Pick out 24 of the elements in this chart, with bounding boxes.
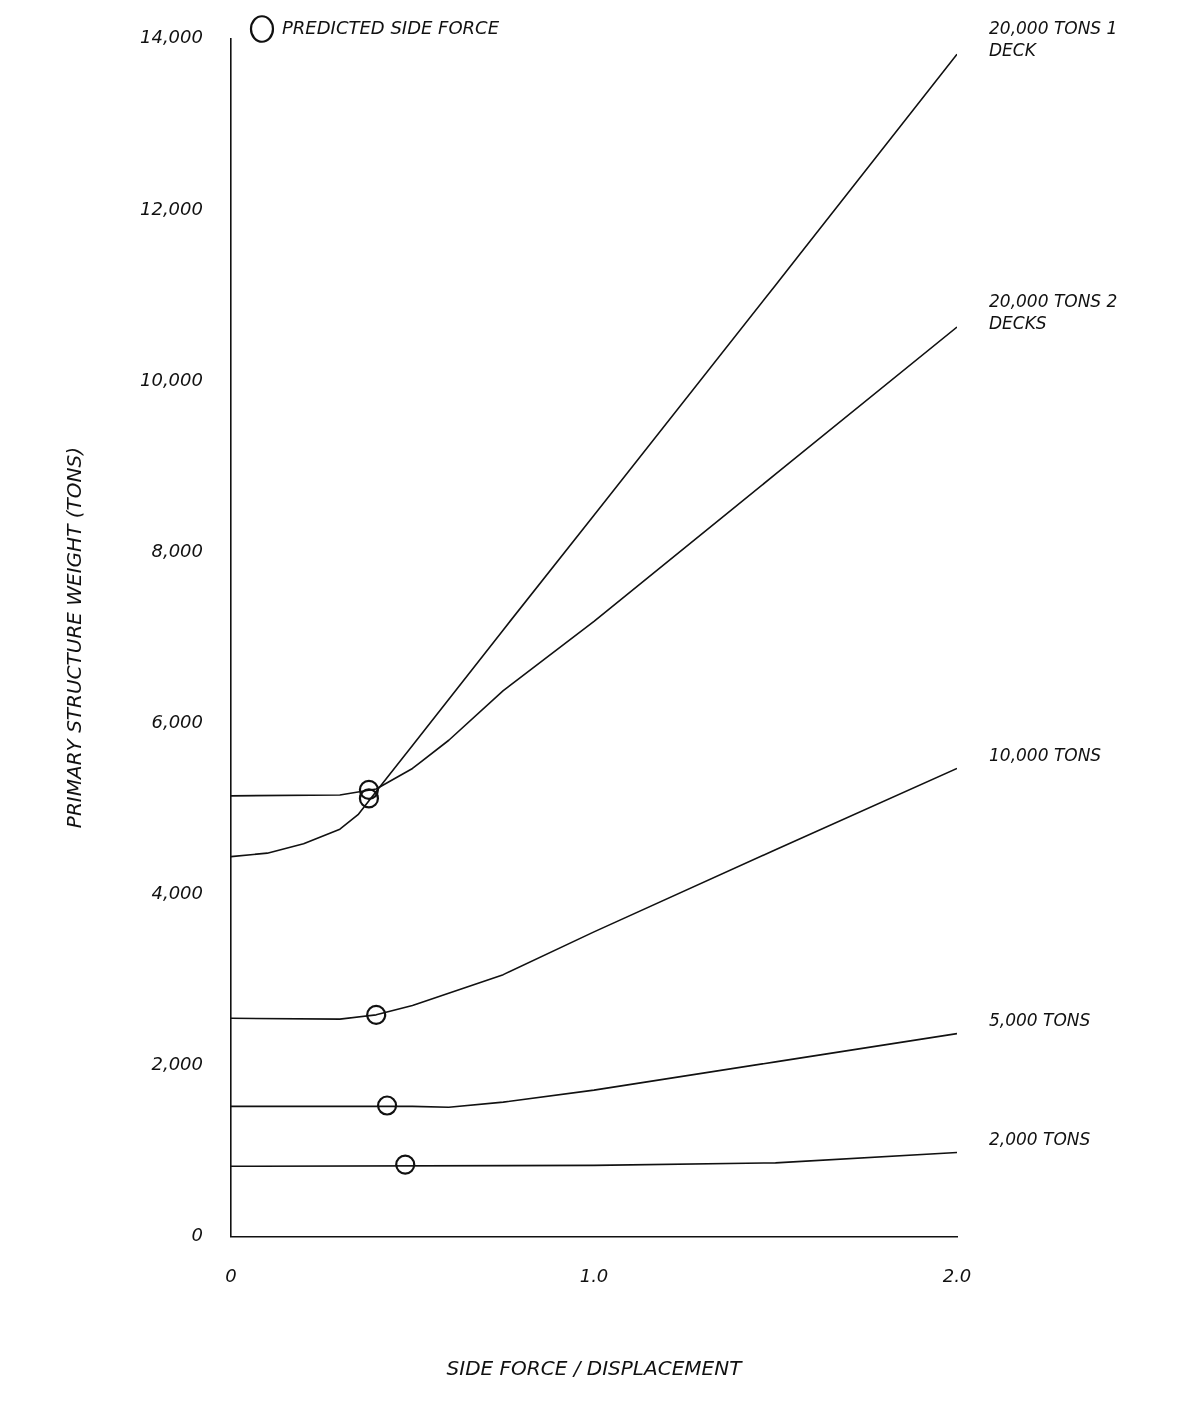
point: [395, 1154, 416, 1175]
series-label: 5,000 TONS: [989, 1010, 1091, 1031]
y-tick-label: 10,000: [140, 368, 203, 390]
y-tick-label: 0: [191, 1224, 203, 1246]
series-label: 20,000 TONS 1 DECK: [989, 17, 1118, 60]
y-tick-label: 14,000: [140, 26, 203, 48]
legend-label: PREDICTED SIDE FORCE: [281, 16, 500, 38]
y-tick-label: 12,000: [140, 197, 203, 219]
x-tick-label: 2.0: [942, 1264, 972, 1286]
y-tick-label: 6,000: [151, 710, 203, 732]
x-tick-label: 1.0: [579, 1264, 609, 1286]
x-axis-title: SIDE FORCE / DISPLACEMENT: [446, 1356, 744, 1381]
series-label: 20,000 TONS 2 DECKS: [989, 290, 1118, 333]
series-label: 2,000 TONS: [989, 1128, 1091, 1149]
y-tick-label: 4,000: [151, 881, 203, 903]
point: [358, 779, 380, 800]
y-tick-label: 8,000: [151, 539, 203, 561]
series-label: 10,000 TONS: [989, 744, 1102, 765]
y-axis-title: PRIMARY STRUCTURE WEIGHT (TONS): [62, 447, 87, 829]
point: [366, 1004, 387, 1025]
x-tick-label: 0: [225, 1264, 237, 1286]
point: [376, 1095, 398, 1116]
y-tick-label: 2,000: [151, 1052, 203, 1074]
point: [358, 788, 380, 809]
